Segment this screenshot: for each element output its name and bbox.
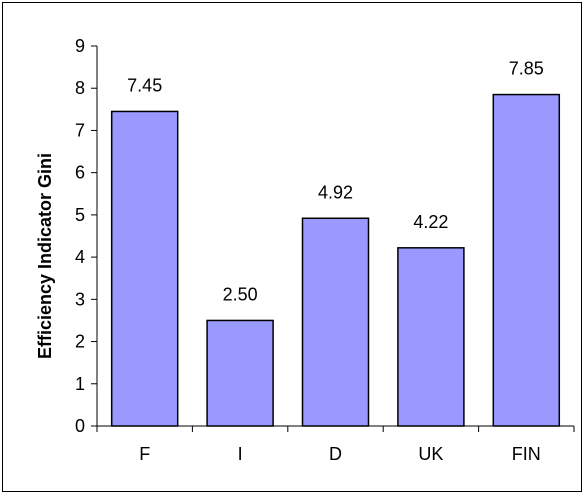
data-label: 7.85 bbox=[509, 59, 544, 79]
data-label: 4.22 bbox=[413, 212, 448, 232]
x-tick-label: D bbox=[329, 444, 342, 464]
x-tick-label: F bbox=[139, 444, 150, 464]
y-tick-label: 1 bbox=[75, 374, 85, 394]
y-tick-label: 2 bbox=[75, 332, 85, 352]
y-tick-label: 8 bbox=[75, 78, 85, 98]
plot-area: 0 1 2 3 4 5 6 7 8 9 7.45 F 2.50 I 4.92 D 4.22 UK 7.85 FIN bbox=[75, 36, 575, 464]
x-tick-label: FIN bbox=[512, 444, 541, 464]
y-tick-label: 4 bbox=[75, 247, 85, 267]
y-axis-title: Efficiency Indicator Gini bbox=[35, 153, 55, 359]
bar-f bbox=[110, 110, 179, 427]
data-label: 7.45 bbox=[127, 75, 162, 95]
y-tick-label: 0 bbox=[75, 416, 85, 436]
y-tick-label: 5 bbox=[75, 205, 85, 225]
data-label: 4.92 bbox=[318, 182, 353, 202]
x-tick-label: UK bbox=[418, 444, 443, 464]
y-tick-label: 3 bbox=[75, 289, 85, 309]
data-label: 2.50 bbox=[223, 284, 258, 304]
bar-d bbox=[301, 217, 370, 427]
bar-uk bbox=[397, 247, 465, 427]
bar-i bbox=[206, 319, 274, 427]
bar-fin bbox=[492, 93, 561, 427]
y-tick-label: 6 bbox=[75, 163, 85, 183]
x-tick-label: I bbox=[238, 444, 243, 464]
chart-frame bbox=[2, 2, 582, 492]
y-tick-label: 9 bbox=[75, 36, 85, 56]
y-tick-label: 7 bbox=[75, 120, 85, 140]
